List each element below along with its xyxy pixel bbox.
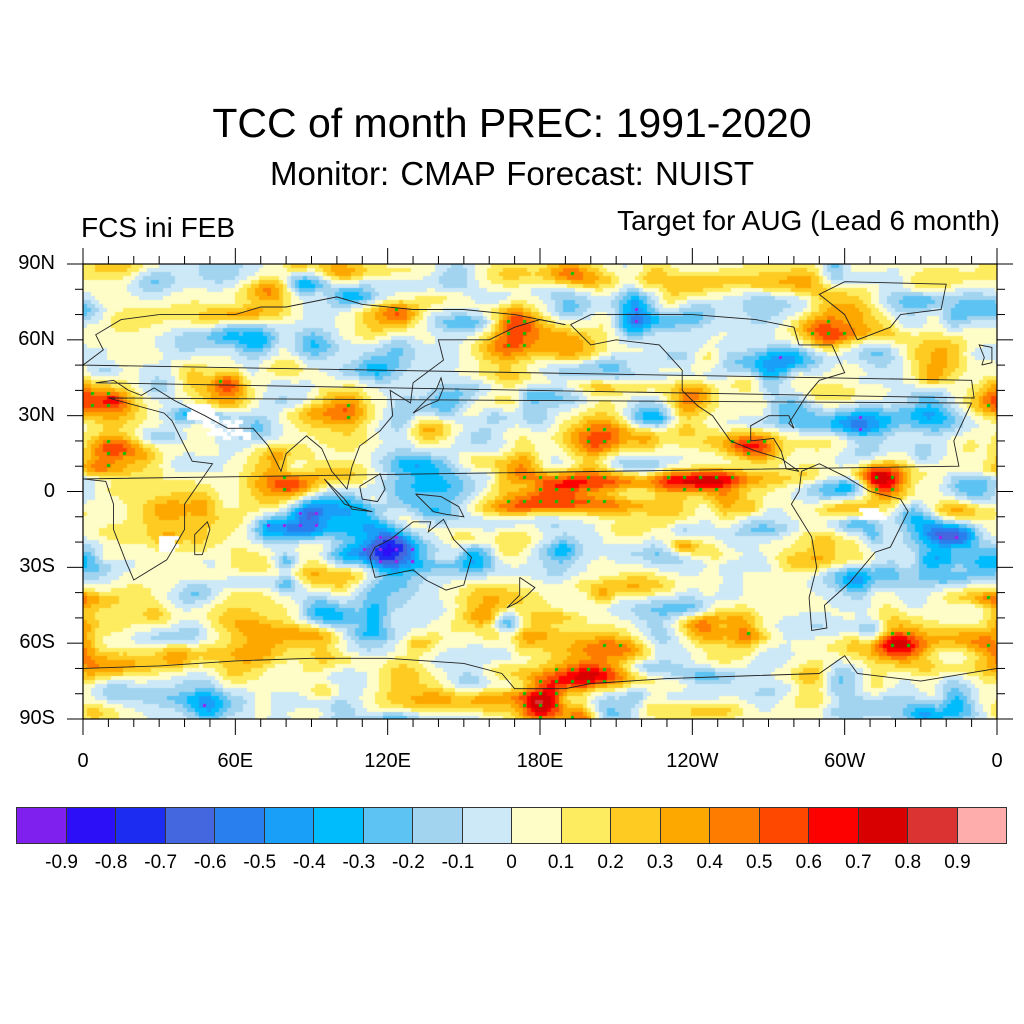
- left-string: FCS ini FEB: [81, 212, 236, 243]
- colorbar-level-label: -0.7: [144, 852, 178, 873]
- colorbar-level-label: -0.6: [193, 852, 227, 873]
- colorbar-level-label: 0.8: [894, 852, 922, 873]
- y-tick-label: 0: [43, 479, 55, 502]
- colorbar-level-label: -0.8: [94, 852, 128, 873]
- coastline: [790, 463, 909, 632]
- colorbar-level-label: -0.1: [441, 852, 475, 873]
- colorbar-level-label: 0.7: [845, 852, 872, 873]
- colorbar-swatch: [263, 807, 313, 844]
- colorbar-level-label: 0.2: [597, 852, 624, 873]
- colorbar-swatch: [511, 807, 561, 844]
- coastline: [978, 344, 993, 366]
- correlation-field-map: [83, 264, 997, 719]
- colorbar-level-label: 0.3: [646, 852, 674, 873]
- coastline: [194, 520, 211, 556]
- colorbar-swatch: [362, 807, 412, 844]
- chart-subtitle: Monitor: CMAP Forecast: NUIST: [269, 155, 754, 192]
- colorbar-swatch: [956, 807, 1007, 844]
- colorbar-level-label: 0: [506, 852, 517, 873]
- y-tick-label: 90N: [18, 252, 55, 274]
- colorbar-swatch: [115, 807, 165, 844]
- coastline: [82, 397, 973, 581]
- x-tick-label: 180E: [516, 750, 564, 772]
- colorbar-level-label: 0.1: [547, 852, 575, 873]
- x-tick-label: 60W: [824, 750, 866, 772]
- coastline: [506, 577, 536, 609]
- coastline: [570, 314, 846, 472]
- colorbar-level-label: -0.2: [392, 852, 425, 873]
- colorbar-swatch: [461, 807, 511, 844]
- x-tick-label: 120E: [364, 750, 412, 772]
- colorbar-swatch: [560, 807, 610, 844]
- coastline: [359, 473, 386, 503]
- colorbar-swatch: [808, 807, 858, 844]
- colorbar-swatch: [709, 807, 759, 844]
- colorbar-swatch: [164, 807, 214, 844]
- colorbar-level-label: 0.5: [746, 852, 773, 873]
- chart-title: TCC of month PREC: 1991-2020: [212, 100, 812, 146]
- colorbar-level-label: -0.4: [292, 852, 326, 873]
- map-plot-area: 90S 60S 30S 0 30N 60N 90N 0 60E 120E 180E 120W 60W 0: [18, 248, 1013, 772]
- colorbar-swatch: [313, 807, 363, 844]
- coastline: [323, 478, 373, 513]
- coastline: [369, 518, 472, 591]
- y-tick-label: 60S: [19, 631, 55, 654]
- colorbar-level-label: -0.3: [342, 852, 376, 873]
- plot-frame: [82, 263, 998, 720]
- colorbar: [16, 807, 1007, 844]
- coastline: [81, 314, 975, 399]
- colorbar-swatch: [412, 807, 462, 844]
- y-tick-label: 30S: [19, 555, 55, 578]
- colorbar-swatch: [659, 807, 709, 844]
- coastline: [153, 319, 566, 490]
- colorbar-swatch: [907, 807, 957, 844]
- colorbar-swatch: [16, 807, 66, 844]
- x-tick-label: 120W: [666, 750, 719, 772]
- coastline: [415, 493, 465, 518]
- colorbar-swatch: [610, 807, 660, 844]
- y-tick-label: 30N: [18, 403, 55, 426]
- coastline: [818, 281, 947, 341]
- coastline: [412, 376, 444, 414]
- x-tick-label: 60E: [217, 750, 254, 772]
- coastline: [159, 296, 566, 326]
- colorbar-swatch: [758, 807, 808, 844]
- y-tick-label: 90S: [19, 707, 55, 729]
- colorbar-level-label: 0.6: [795, 852, 822, 873]
- colorbar-level-label: 0.4: [696, 852, 723, 873]
- map-axes: [67, 248, 1013, 735]
- colorbar-swatch: [857, 807, 907, 844]
- colorbar-swatch: [214, 807, 264, 844]
- right-string: Target for AUG (Lead 6 month): [617, 205, 1000, 236]
- x-tick-label: 0: [991, 750, 1003, 772]
- y-tick-label: 60N: [18, 327, 55, 350]
- x-tick-label: 0: [77, 750, 89, 772]
- colorbar-level-label: -0.5: [243, 852, 277, 873]
- coastline: [82, 655, 998, 690]
- colorbar-level-label: 0.9: [944, 852, 971, 873]
- colorbar-level-label: -0.9: [45, 852, 78, 873]
- colorbar-swatch: [65, 807, 115, 844]
